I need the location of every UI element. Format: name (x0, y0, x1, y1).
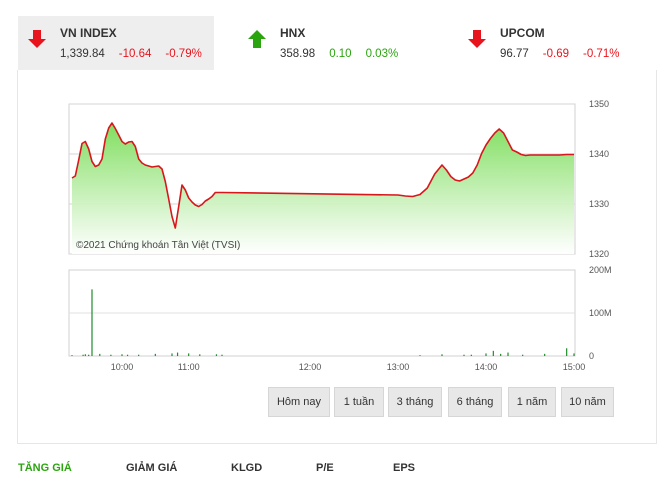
time-tick-label: 13:00 (387, 362, 410, 372)
time-tick-label: 11:00 (178, 362, 200, 372)
index-value: 96.77 (500, 48, 529, 60)
index-change: -0.69 (542, 48, 569, 60)
price-tick-label: 1350 (589, 99, 609, 109)
tab-tang-gia[interactable]: TĂNG GIÁ (18, 462, 72, 474)
price-tick-label: 1320 (589, 249, 609, 259)
index-name: VN INDEX (60, 26, 117, 40)
tab-klgd[interactable]: KLGD (231, 462, 263, 474)
tab-giam-gia[interactable]: GIẢM GIÁ (126, 462, 178, 474)
time-tick-label: 10:00 (111, 362, 134, 372)
index-value: 358.98 (280, 48, 316, 60)
time-tick-label: 14:00 (475, 362, 498, 372)
tab-pe[interactable]: P/E (316, 462, 334, 474)
tab-eps[interactable]: EPS (393, 462, 416, 474)
price-area (72, 123, 574, 254)
chart-copyright: ©2021 Chứng khoán Tân Việt (TVSI) (76, 240, 240, 251)
index-upcom[interactable]: UPCOM 96.77 -0.69 -0.71% (458, 16, 654, 70)
index-name: HNX (280, 26, 306, 40)
index-change: 0.10 (329, 48, 352, 60)
chart-panel: 1350 1340 1330 1320 200M 100M 0 10:00 11:00 12:00… (17, 70, 657, 444)
index-summary-bar: VN INDEX 1,339.84 -10.64 -0.79% HNX 358.98… (18, 16, 658, 70)
index-percent: -0.71% (583, 48, 620, 60)
period-1-year-button[interactable]: 1 năm (508, 387, 556, 417)
index-hnx[interactable]: HNX 358.98 0.10 0.03% (238, 16, 434, 70)
index-name: UPCOM (500, 26, 545, 40)
price-line (71, 122, 574, 229)
price-tick-label: 1340 (589, 149, 609, 159)
time-tick-label: 15:00 (563, 362, 586, 372)
volume-tick-label: 200M (589, 265, 612, 275)
arrow-down-icon (468, 30, 486, 48)
period-10-years-button[interactable]: 10 năm (561, 387, 614, 417)
index-percent: -0.79% (165, 48, 202, 60)
period-3-months-button[interactable]: 3 tháng (388, 387, 442, 417)
index-value: 1,339.84 (60, 48, 105, 60)
index-change: -10.64 (118, 48, 152, 60)
arrow-down-icon (28, 30, 46, 48)
intraday-chart: 1350 1340 1330 1320 200M 100M 0 10:00 11:00 12:00… (68, 99, 612, 372)
ranking-tabs: TĂNG GIÁ GIẢM GIÁ KLGD P/E EPS (0, 462, 660, 478)
time-tick-label: 12:00 (299, 362, 322, 372)
period-today-button[interactable]: Hôm nay (268, 387, 330, 417)
period-6-months-button[interactable]: 6 tháng (448, 387, 502, 417)
arrow-up-icon (248, 30, 266, 48)
index-vnindex[interactable]: VN INDEX 1,339.84 -10.64 -0.79% (18, 16, 214, 70)
index-percent: 0.03% (365, 48, 399, 60)
volume-tick-label: 100M (589, 308, 612, 318)
period-1-week-button[interactable]: 1 tuần (334, 387, 384, 417)
price-tick-label: 1330 (589, 199, 609, 209)
volume-tick-label: 0 (589, 351, 594, 361)
